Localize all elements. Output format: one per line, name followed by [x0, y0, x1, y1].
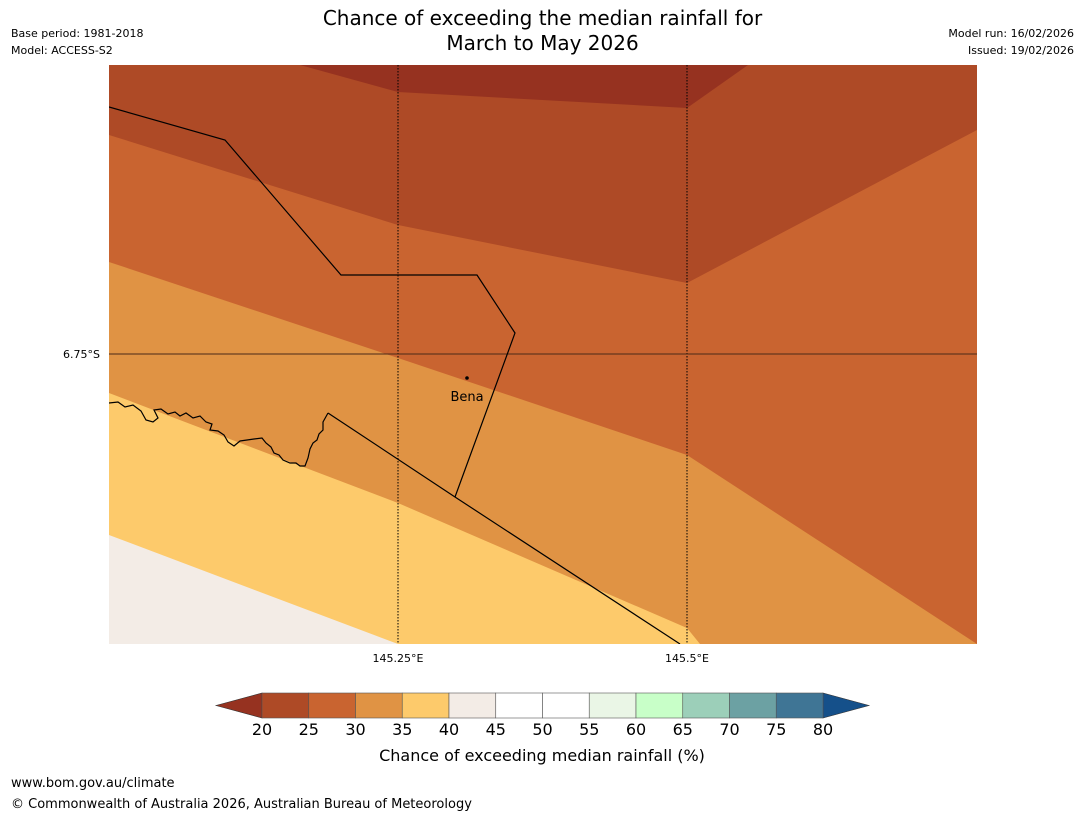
colorbar-swatch	[401, 692, 450, 719]
lon-label-145-25: 145.25°E	[373, 652, 424, 665]
colorbar-swatch	[355, 692, 403, 719]
map-title: Chance of exceeding the median rainfall …	[0, 6, 1085, 56]
band-45-50	[109, 535, 398, 644]
province-boundary-south	[327, 412, 681, 644]
colorbar-tick-label: 20	[252, 720, 272, 739]
colorbar-swatch	[308, 692, 356, 719]
colorbar: 20 25 30 35 40 45 50 55 60 65 70 75 80	[214, 692, 871, 739]
colorbar-tick-label: 75	[766, 720, 786, 739]
colorbar-swatch	[448, 692, 497, 719]
colorbar-tick-label: 55	[579, 720, 599, 739]
colorbar-tick-label: 80	[813, 720, 833, 739]
issued-text: Issued: 19/02/2026	[967, 44, 1074, 57]
colorbar-tick-label: 45	[486, 720, 506, 739]
footer-url[interactable]: www.bom.gov.au/climate	[11, 776, 175, 791]
meta-right: Model run: 16/02/2026 Issued: 19/02/2026	[948, 25, 1074, 59]
colorbar-swatch	[495, 692, 543, 719]
bena-label: Bena	[450, 390, 483, 405]
colorbar-tick-label: 40	[439, 720, 459, 739]
colorbar-swatch	[261, 692, 310, 719]
colorbar-swatch	[635, 692, 684, 719]
colorbar-tick-label: 65	[673, 720, 693, 739]
colorbar-swatch	[682, 692, 730, 719]
lat-label-6-75: 6.75°S	[63, 348, 100, 361]
lon-label-145-5: 145.5°E	[665, 652, 709, 665]
rainfall-map-panel: Bena	[109, 65, 977, 644]
colorbar-under-arrow	[214, 692, 263, 719]
colorbar-swatch	[588, 692, 637, 719]
colorbar-tick-label: 60	[626, 720, 646, 739]
title-line-1: Chance of exceeding the median rainfall …	[322, 6, 763, 30]
colorbar-swatch	[542, 692, 590, 719]
colorbar-tick-label: 30	[345, 720, 365, 739]
colorbar-swatch	[729, 692, 777, 719]
band-40-45	[109, 393, 700, 644]
bena-marker	[465, 376, 469, 380]
model-text: Model: ACCESS-S2	[11, 44, 113, 57]
colorbar-tick-label: 50	[532, 720, 552, 739]
title-line-2: March to May 2026	[446, 31, 639, 55]
colorbar-tick-label: 25	[299, 720, 319, 739]
model-run-text: Model run: 16/02/2026	[948, 27, 1074, 40]
meta-left: Base period: 1981-2018 Model: ACCESS-S2	[11, 25, 143, 59]
footer: www.bom.gov.au/climate © Commonwealth of…	[11, 773, 472, 815]
coastline	[109, 401, 329, 467]
colorbar-title: Chance of exceeding median rainfall (%)	[379, 746, 705, 765]
footer-copyright: © Commonwealth of Australia 2026, Austra…	[11, 797, 472, 812]
colorbar-tick-label: 70	[719, 720, 739, 739]
colorbar-swatch	[775, 692, 824, 719]
base-period-text: Base period: 1981-2018	[11, 27, 144, 40]
province-boundary	[109, 106, 516, 498]
band-20-25-top	[300, 65, 748, 108]
colorbar-tick-label: 35	[392, 720, 412, 739]
colorbar-over-arrow	[822, 692, 871, 719]
